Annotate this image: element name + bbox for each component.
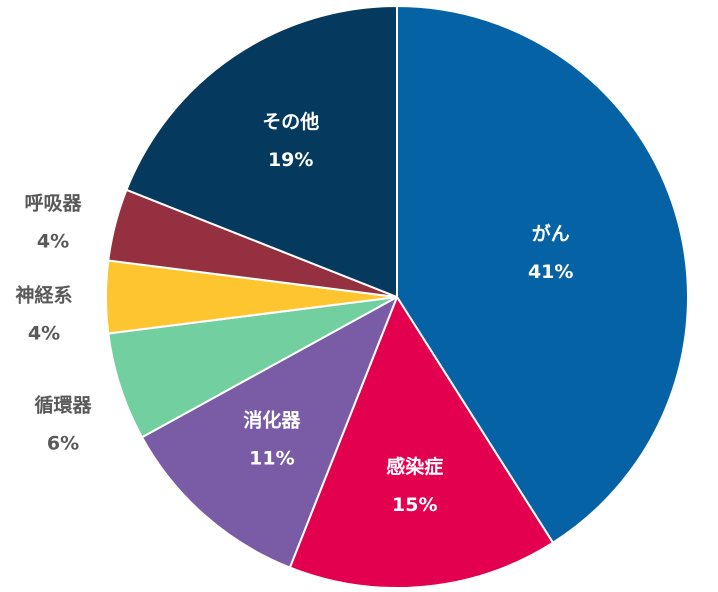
slice-value-label: 11% bbox=[249, 447, 294, 469]
slice-value-label: 41% bbox=[528, 261, 573, 283]
slice-label-group: 呼吸器 4% bbox=[24, 193, 82, 253]
slice-label-group: がん 41% bbox=[528, 222, 573, 283]
pie-slice bbox=[140, 296, 398, 569]
slice-value-label: 6% bbox=[47, 433, 79, 455]
slice-label-group: 循環器 6% bbox=[34, 394, 92, 455]
slice-category-label: その他 bbox=[262, 110, 319, 133]
slice-category-label: 感染症 bbox=[386, 455, 443, 478]
slice-value-label: 15% bbox=[392, 494, 437, 516]
slice-category-label: 呼吸器 bbox=[24, 193, 82, 215]
slice-category-label: 神経系 bbox=[15, 284, 72, 307]
slice-value-label: 19% bbox=[268, 149, 313, 171]
pie-slice bbox=[288, 296, 554, 589]
slice-value-label: 4% bbox=[37, 231, 69, 253]
slice-category-label: 消化器 bbox=[243, 408, 301, 431]
slice-category-label: 循環器 bbox=[34, 394, 92, 417]
pie-slice bbox=[396, 5, 689, 544]
slice-label-group: 感染症 15% bbox=[386, 455, 443, 516]
slice-label-group: その他 19% bbox=[262, 110, 319, 171]
slice-label-group: 消化器 11% bbox=[243, 408, 301, 469]
slice-category-label: がん bbox=[532, 222, 570, 245]
slice-label-group: 神経系 4% bbox=[15, 284, 72, 345]
pie-slice bbox=[125, 5, 398, 298]
slice-value-label: 4% bbox=[28, 323, 60, 345]
